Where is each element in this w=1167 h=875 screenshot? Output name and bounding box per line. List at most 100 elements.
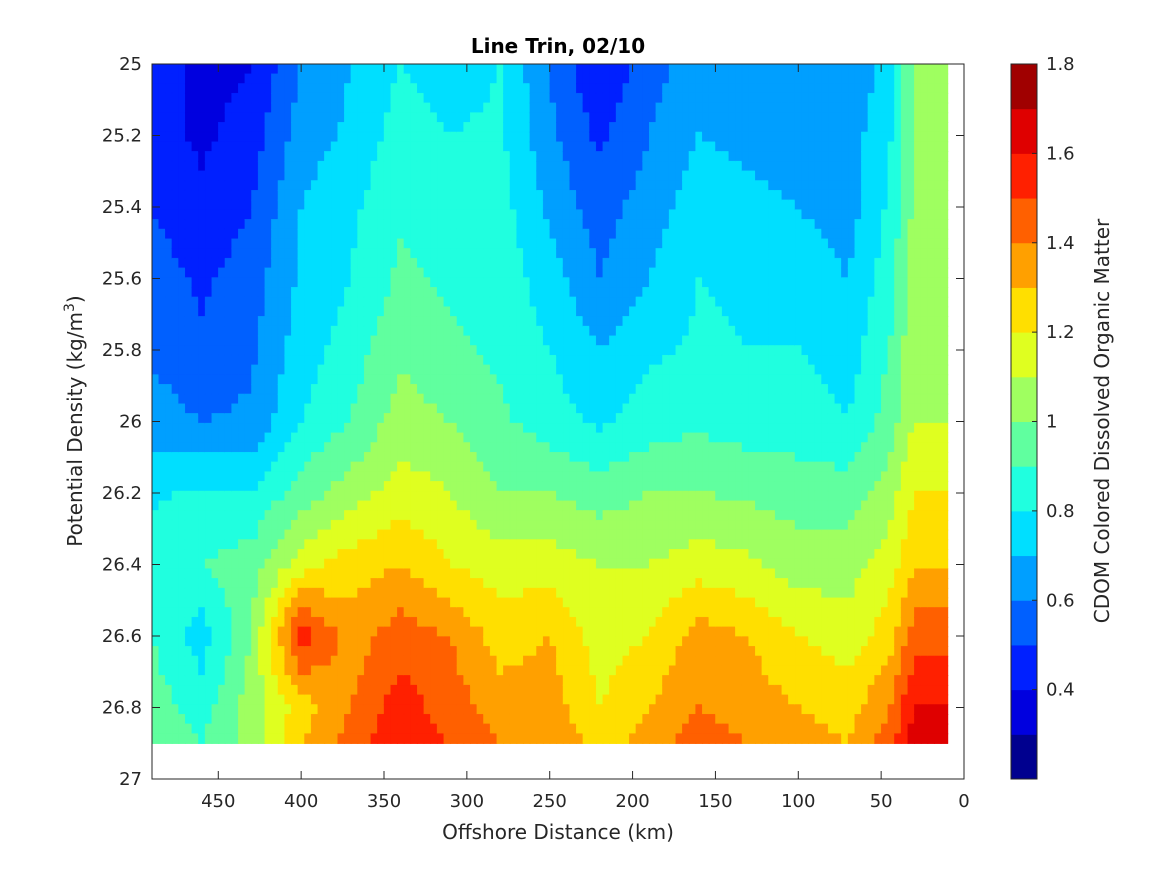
contour-cell [416,636,425,647]
contour-cell [416,684,425,696]
contour-cell [509,626,518,638]
contour-cell [489,151,498,162]
contour-cell [257,675,266,686]
contour-cell [291,422,299,434]
contour-cell [363,345,372,356]
contour-cell [344,393,352,405]
contour-cell [423,684,432,696]
contour-cell [403,578,412,589]
contour-cell [284,112,292,123]
contour-cell [509,199,518,211]
contour-cell [244,384,253,395]
contour-cell [224,432,233,444]
contour-cell [496,471,505,482]
contour-cell [416,723,425,735]
contour-cell [317,704,326,715]
contour-cell [423,471,432,482]
contour-cell [324,267,332,279]
contour-cell [277,335,286,347]
contour-cell [218,267,226,279]
contour-cell [582,83,591,94]
contour-cell [470,170,478,182]
contour-cell [536,277,544,288]
contour-cell [224,481,233,492]
contour-cell [291,180,299,191]
contour-cell [509,83,518,94]
contour-cell [224,64,233,75]
contour-cell [370,306,379,318]
contour-cell [516,384,524,395]
contour-cell [350,646,359,657]
contour-cell [403,636,412,647]
contour-cell [271,364,279,376]
contour-cell [238,248,246,259]
contour-cell [549,636,558,647]
contour-cell [277,733,286,744]
contour-cell [363,616,372,628]
contour-cell [297,490,306,502]
contour-cell [191,393,200,405]
contour-cell [516,422,524,434]
contour-cell [165,413,173,424]
contour-cell [324,345,332,356]
contour-cell [390,92,399,104]
contour-cell [582,170,591,182]
contour-cell [184,83,193,94]
contour-cell [476,180,485,191]
contour-cell [218,723,226,735]
contour-cell [589,151,597,162]
contour-cell [410,432,418,444]
contour-cell [582,248,591,259]
contour-cell [403,665,412,677]
contour-cell [436,131,445,143]
contour-cell [238,384,246,395]
contour-cell [363,607,372,618]
contour-cell [397,539,405,550]
contour-cell [397,655,405,667]
contour-cell [582,587,591,599]
contour-cell [277,277,286,288]
contour-cell [595,83,604,94]
contour-cell [344,432,352,444]
contour-cell [397,345,405,356]
contour-cell [257,83,266,94]
contour-cell [191,277,200,288]
contour-cell [277,500,286,512]
contour-cell [277,384,286,395]
contour-cell [489,578,498,589]
contour-cell [171,451,180,463]
contour-cell [542,529,551,541]
contour-cell [456,83,465,94]
contour-cell [337,471,345,482]
contour-cell [489,92,498,104]
contour-cell [271,83,279,94]
contour-cell [231,102,239,114]
contour-cell [264,539,273,550]
contour-cell [556,335,564,347]
contour-cell [509,180,518,191]
contour-cell [152,413,160,424]
contour-cell [271,626,279,638]
contour-cell [483,257,491,269]
contour-cell [297,481,306,492]
contour-cell [489,374,498,385]
contour-cell [523,189,531,201]
contour-cell [436,442,445,453]
contour-cell [204,607,213,618]
contour-cell [562,199,571,211]
contour-cell [576,723,584,735]
contour-cell [549,403,558,415]
contour-cell [529,160,538,172]
contour-cell [251,549,259,560]
contour-cell [152,549,160,560]
contour-cell [595,636,604,647]
contour-cell [284,422,292,434]
contour-cell [165,374,173,385]
contour-cell [184,170,193,182]
contour-cell [264,655,273,667]
contour-cell [324,354,332,366]
contour-cell [463,413,471,424]
contour-cell [251,316,259,327]
contour-cell [436,384,445,395]
contour-cell [344,306,352,318]
